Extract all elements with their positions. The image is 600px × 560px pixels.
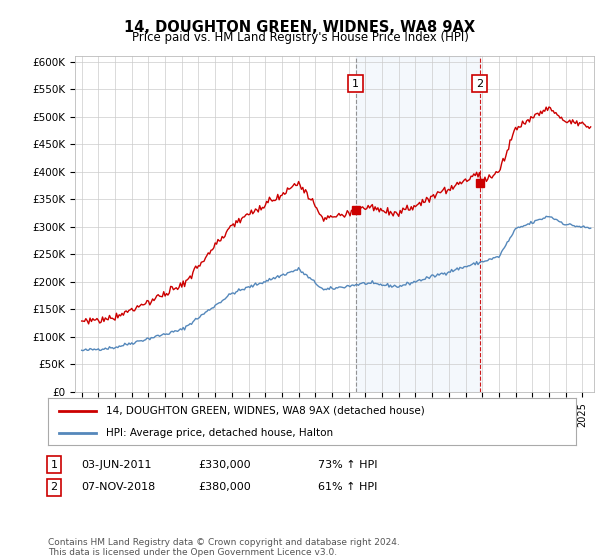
Text: 61% ↑ HPI: 61% ↑ HPI [318,482,377,492]
Text: 2: 2 [50,482,58,492]
Text: 1: 1 [352,78,359,88]
Text: £330,000: £330,000 [198,460,251,470]
Text: 03-JUN-2011: 03-JUN-2011 [81,460,151,470]
Text: 73% ↑ HPI: 73% ↑ HPI [318,460,377,470]
Text: 14, DOUGHTON GREEN, WIDNES, WA8 9AX: 14, DOUGHTON GREEN, WIDNES, WA8 9AX [124,20,476,35]
Text: £380,000: £380,000 [198,482,251,492]
Text: 2: 2 [476,78,483,88]
Text: HPI: Average price, detached house, Halton: HPI: Average price, detached house, Halt… [106,428,333,438]
Text: Contains HM Land Registry data © Crown copyright and database right 2024.
This d: Contains HM Land Registry data © Crown c… [48,538,400,557]
Text: Price paid vs. HM Land Registry's House Price Index (HPI): Price paid vs. HM Land Registry's House … [131,31,469,44]
Bar [356,56,479,392]
Text: 07-NOV-2018: 07-NOV-2018 [81,482,155,492]
Text: 14, DOUGHTON GREEN, WIDNES, WA8 9AX (detached house): 14, DOUGHTON GREEN, WIDNES, WA8 9AX (det… [106,406,425,416]
Text: 1: 1 [50,460,58,470]
